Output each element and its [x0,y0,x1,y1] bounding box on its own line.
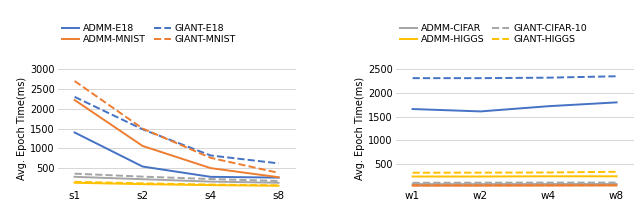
Y-axis label: Avg. Epoch Time(ms): Avg. Epoch Time(ms) [355,77,365,180]
Y-axis label: Avg. Epoch Time(ms): Avg. Epoch Time(ms) [17,77,28,180]
Legend: ADMM-CIFAR, ADMM-HIGGS, GIANT-CIFAR-10, GIANT-HIGGS: ADMM-CIFAR, ADMM-HIGGS, GIANT-CIFAR-10, … [400,24,587,44]
Legend: ADMM-E18, ADMM-MNIST, GIANT-E18, GIANT-MNIST: ADMM-E18, ADMM-MNIST, GIANT-E18, GIANT-M… [62,24,236,44]
